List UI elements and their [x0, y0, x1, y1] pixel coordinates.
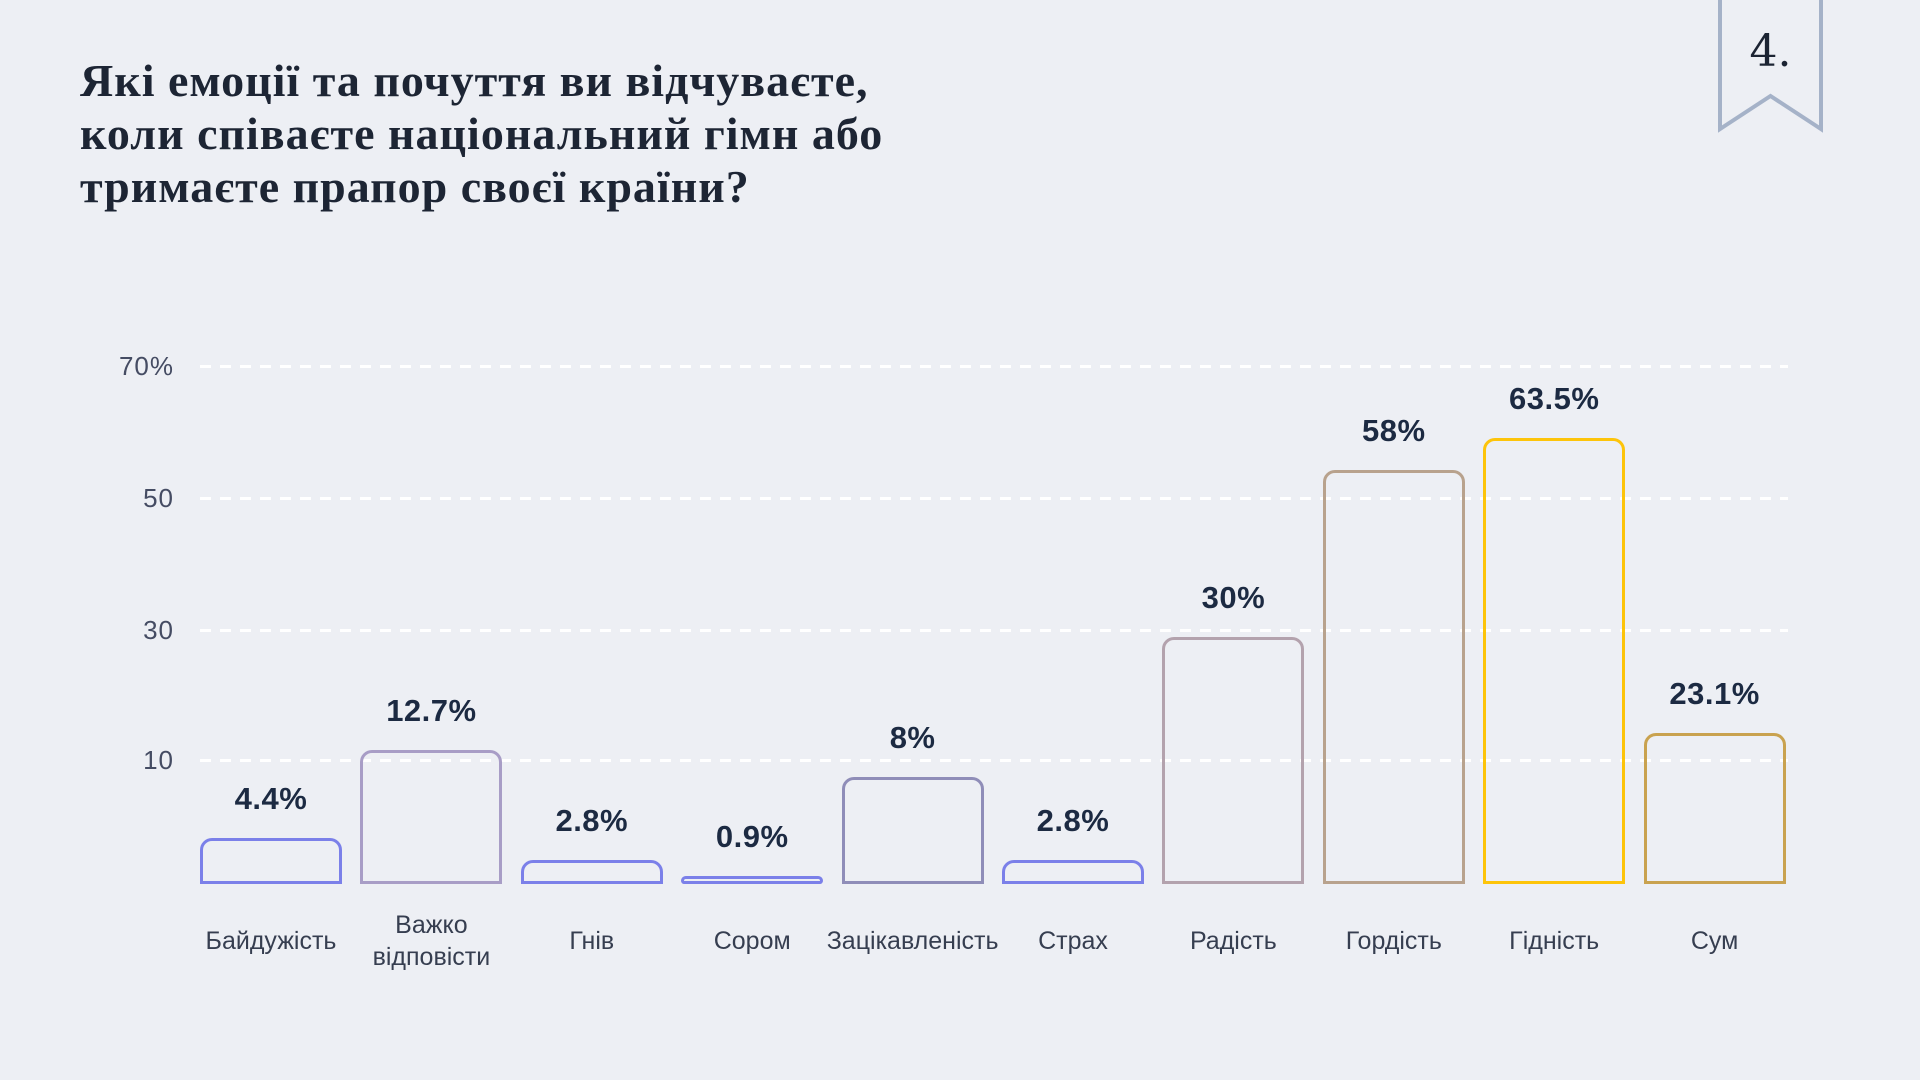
bar-value-label: 2.8%: [555, 803, 629, 838]
y-axis-tick-label: 10: [143, 745, 174, 775]
y-axis-tick-label: 50: [143, 483, 174, 513]
bar-value-label: 58%: [1362, 413, 1426, 448]
bar-value-label: 63.5%: [1508, 381, 1600, 416]
bar-value-label: 8%: [889, 720, 936, 755]
gridline-30: [200, 628, 1788, 632]
bar-8: [1322, 470, 1465, 884]
bar-category-label: Байдужість: [205, 927, 337, 955]
slide-title-line-2: коли співаєте національний гімн або: [80, 108, 884, 159]
y-axis-tick-label: 30: [143, 615, 174, 645]
bar-category-label: Гнів: [569, 927, 615, 955]
bar-10: [1643, 733, 1786, 884]
y-axis-tick-label: 70%: [118, 351, 174, 381]
bar-value-label: 2.8%: [1036, 803, 1110, 838]
bar-category-label: Гордість: [1345, 927, 1442, 955]
bar-7: [1162, 637, 1305, 884]
bar-category-label: Важко відповісти: [372, 911, 491, 971]
gridline-70: [200, 364, 1788, 368]
gridline-50: [200, 496, 1788, 500]
bar-category-label: Сум: [1690, 927, 1739, 955]
bar-category-label: Радість: [1189, 927, 1277, 955]
bar-value-label: 4.4%: [234, 781, 308, 816]
bar-category-label: Зацікавленість: [826, 927, 999, 955]
bar-6: [1002, 860, 1144, 884]
bar-4: [681, 876, 824, 884]
page-number: 4.: [1749, 26, 1792, 77]
bar-9: [1483, 438, 1626, 884]
slide-title-line-3: тримаєте прапор своєї країни?: [80, 161, 750, 212]
bookmark-ribbon-icon: [1718, 0, 1823, 133]
gridline-10: [200, 758, 1788, 762]
bar-value-label: 30%: [1201, 580, 1266, 615]
bar-category-label: Сором: [713, 927, 791, 955]
bar-category-label: Гідність: [1509, 927, 1600, 955]
bar-value-label: 23.1%: [1669, 676, 1760, 711]
bar-2: [360, 750, 503, 884]
slide-title: Які емоції та почуття ви відчуваєте, кол…: [80, 54, 883, 213]
bar-value-label: 12.7%: [386, 693, 477, 728]
bar-category-label: Страх: [1038, 927, 1108, 955]
slide-title-line-1: Які емоції та почуття ви відчуваєте,: [80, 55, 869, 106]
bar-1: [200, 838, 342, 884]
page-number-ribbon: 4.: [1718, 0, 1823, 134]
bar-3: [520, 860, 663, 884]
bar-5: [841, 777, 984, 884]
bar-value-label: 0.9%: [715, 819, 789, 854]
